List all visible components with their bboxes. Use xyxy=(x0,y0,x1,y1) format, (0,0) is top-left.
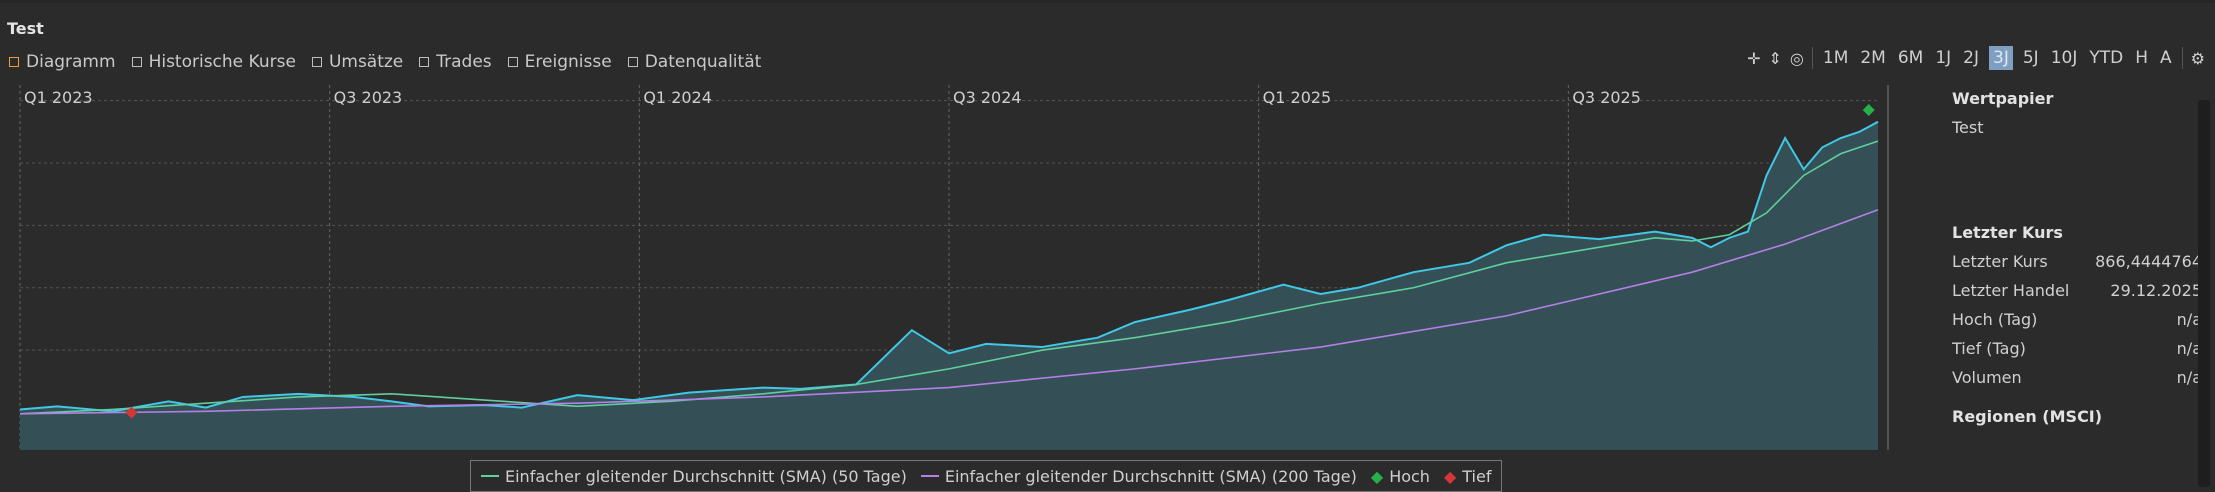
info-panel: Wertpapier Test Letzter Kurs Letzter Kur… xyxy=(1952,85,2202,426)
tab-label: Datenqualität xyxy=(644,52,762,72)
legend-label: Hoch xyxy=(1389,466,1430,486)
x-tick-label: Q3 2023 xyxy=(334,88,403,107)
legend-item-sma50[interactable]: Einfacher gleitender Durchschnitt (SMA) … xyxy=(481,467,907,486)
tab-label: Umsätze xyxy=(328,52,404,72)
x-tick-label: Q3 2025 xyxy=(1572,88,1641,107)
legend-line xyxy=(920,475,939,477)
info-value: n/a xyxy=(2176,310,2202,329)
view-tabs: Diagramm Historische Kurse Umsätze Trade… xyxy=(9,52,761,72)
tab-diagramm[interactable]: Diagramm xyxy=(9,52,116,72)
range-ytd[interactable]: YTD xyxy=(2089,48,2124,68)
range-6m[interactable]: 6M xyxy=(1897,48,1924,68)
section-heading-wertpapier: Wertpapier xyxy=(1952,89,2054,108)
range-10j[interactable]: 10J xyxy=(2050,48,2078,68)
info-label: Letzter Kurs xyxy=(1952,252,2048,271)
checkbox-icon xyxy=(507,57,518,67)
checkbox-icon xyxy=(311,57,322,67)
sma200-line xyxy=(19,209,1879,415)
range-5j[interactable]: 5J xyxy=(2022,48,2039,68)
legend-label: Einfacher gleitender Durchschnitt (SMA) … xyxy=(944,466,1357,486)
info-row: Tief (Tag) n/a xyxy=(1952,339,2202,358)
range-1j[interactable]: 1J xyxy=(1935,48,1952,68)
legend-label: Einfacher gleitender Durchschnitt (SMA) … xyxy=(505,466,907,486)
divider xyxy=(2181,47,2183,69)
range-1m[interactable]: 1M xyxy=(1822,48,1849,68)
legend-label: Tief xyxy=(1462,466,1492,486)
scrollbar[interactable] xyxy=(2198,100,2210,487)
range-2m[interactable]: 2M xyxy=(1860,48,1886,68)
tab-label: Diagramm xyxy=(26,52,116,72)
divider xyxy=(1811,47,1813,69)
info-value: n/a xyxy=(2176,368,2202,387)
sma50-line xyxy=(19,140,1879,415)
top-border xyxy=(0,0,2215,3)
info-label: Hoch (Tag) xyxy=(1952,310,2038,329)
high-marker xyxy=(1862,103,1875,116)
scale-icon[interactable]: ⇕ xyxy=(1768,48,1782,68)
info-value: n/a xyxy=(2176,339,2202,358)
x-tick-label: Q3 2024 xyxy=(953,88,1022,107)
tab-ereignisse[interactable]: Ereignisse xyxy=(507,52,612,72)
info-row: Volumen n/a xyxy=(1952,368,2202,387)
tab-label: Trades xyxy=(436,52,492,72)
range-3j[interactable]: 3J xyxy=(1989,46,2013,70)
checkbox-icon xyxy=(131,57,142,67)
legend-item-hoch[interactable]: ◆ Hoch xyxy=(1371,467,1430,486)
settings-icon[interactable]: ⚙ xyxy=(2190,48,2205,68)
chart-toolbar: ✛ ⇕ ◎ 1M 2M 6M 1J 2J 3J 5J 10J YTD H A ⚙ xyxy=(1747,46,2205,70)
info-row: Letzter Kurs 866,4444764 xyxy=(1952,252,2202,271)
checkbox-icon xyxy=(419,57,430,67)
info-value: 866,4444764 xyxy=(2095,252,2202,271)
tab-datenqualitaet[interactable]: Datenqualität xyxy=(627,52,762,72)
x-tick-label: Q1 2023 xyxy=(24,88,93,107)
x-tick-label: Q1 2024 xyxy=(643,88,712,107)
range-h[interactable]: H xyxy=(2135,48,2149,68)
info-label: Letzter Handel xyxy=(1952,281,2070,300)
tab-historische-kurse[interactable]: Historische Kurse xyxy=(131,52,296,72)
diamond-icon: ◆ xyxy=(1370,466,1384,486)
page-title: Test xyxy=(7,19,44,38)
price-area xyxy=(20,121,1878,451)
legend-item-sma200[interactable]: Einfacher gleitender Durchschnitt (SMA) … xyxy=(920,466,1357,486)
checkbox-icon xyxy=(9,57,19,67)
range-a[interactable]: A xyxy=(2160,48,2172,68)
section-heading-regionen: Regionen (MSCI) xyxy=(1952,407,2103,426)
diamond-icon: ◆ xyxy=(1443,466,1457,486)
tab-label: Ereignisse xyxy=(524,52,612,72)
tab-trades[interactable]: Trades xyxy=(419,52,492,72)
info-value: 29.12.2025 xyxy=(2110,281,2202,300)
tab-umsaetze[interactable]: Umsätze xyxy=(311,52,404,72)
info-label: Volumen xyxy=(1952,368,2022,387)
crosshair-icon[interactable]: ✛ xyxy=(1747,48,1761,68)
info-row: Hoch (Tag) n/a xyxy=(1952,310,2202,329)
x-tick-label: Q1 2025 xyxy=(1263,88,1332,107)
checkbox-icon xyxy=(627,57,638,67)
section-heading-kurs: Letzter Kurs xyxy=(1952,223,2063,242)
chart-legend: Einfacher gleitender Durchschnitt (SMA) … xyxy=(470,460,1503,492)
tab-label: Historische Kurse xyxy=(148,52,296,72)
info-row: Letzter Handel 29.12.2025 xyxy=(1952,281,2202,300)
security-name: Test xyxy=(1952,118,1984,137)
legend-line xyxy=(481,475,499,477)
range-2j[interactable]: 2J xyxy=(1963,48,1980,68)
info-label: Tief (Tag) xyxy=(1952,339,2026,358)
low-marker xyxy=(125,406,138,419)
price-line xyxy=(19,120,1879,413)
hide-icon[interactable]: ◎ xyxy=(1789,48,1804,68)
legend-item-tief[interactable]: ◆ Tief xyxy=(1444,467,1492,486)
